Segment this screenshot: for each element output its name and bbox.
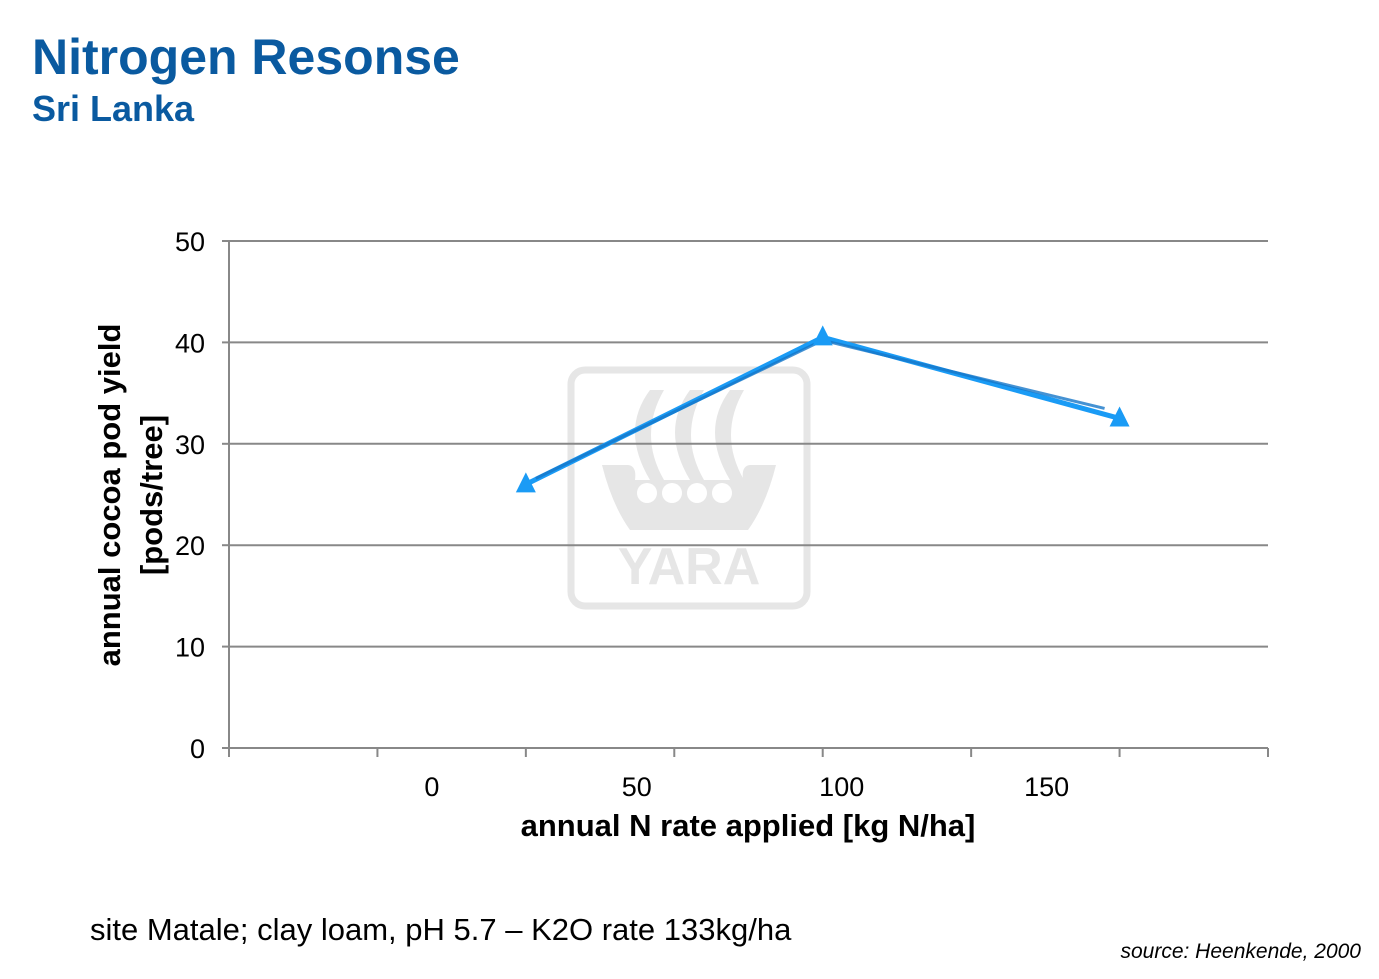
yara-logo-watermark: YARA: [567, 366, 811, 610]
x-tick-label: 100: [819, 772, 864, 802]
y-tick-label: 40: [175, 328, 205, 358]
x-tick-label: 50: [622, 772, 652, 802]
data-point-marker: [812, 325, 833, 346]
x-tick-label: 150: [1024, 772, 1069, 802]
x-axis-label: annual N rate applied [kg N/ha]: [521, 808, 976, 843]
site-note: site Matale; clay loam, pH 5.7 – K2O rat…: [90, 912, 792, 947]
data-point-marker: [515, 472, 536, 493]
y-tick-label: 10: [175, 633, 205, 663]
page-subtitle: Sri Lanka: [32, 88, 195, 129]
svg-text:YARA: YARA: [618, 538, 761, 596]
page-title: Nitrogen Resonse: [32, 29, 460, 85]
y-tick-label: 50: [175, 227, 205, 257]
y-axis-label-line1: annual cocoa pod yield: [92, 324, 127, 667]
series-line: [524, 334, 1121, 487]
data-point-marker: [1109, 406, 1130, 427]
x-tick-label: 0: [424, 772, 439, 802]
source-note: source: Heenkende, 2000: [1120, 940, 1361, 963]
y-tick-label: 30: [175, 430, 205, 460]
trend-line: [535, 338, 1105, 480]
y-tick-label: 20: [175, 531, 205, 561]
y-axis-label-line2: [pods/tree]: [134, 415, 169, 575]
y-tick-label: 0: [190, 734, 205, 764]
